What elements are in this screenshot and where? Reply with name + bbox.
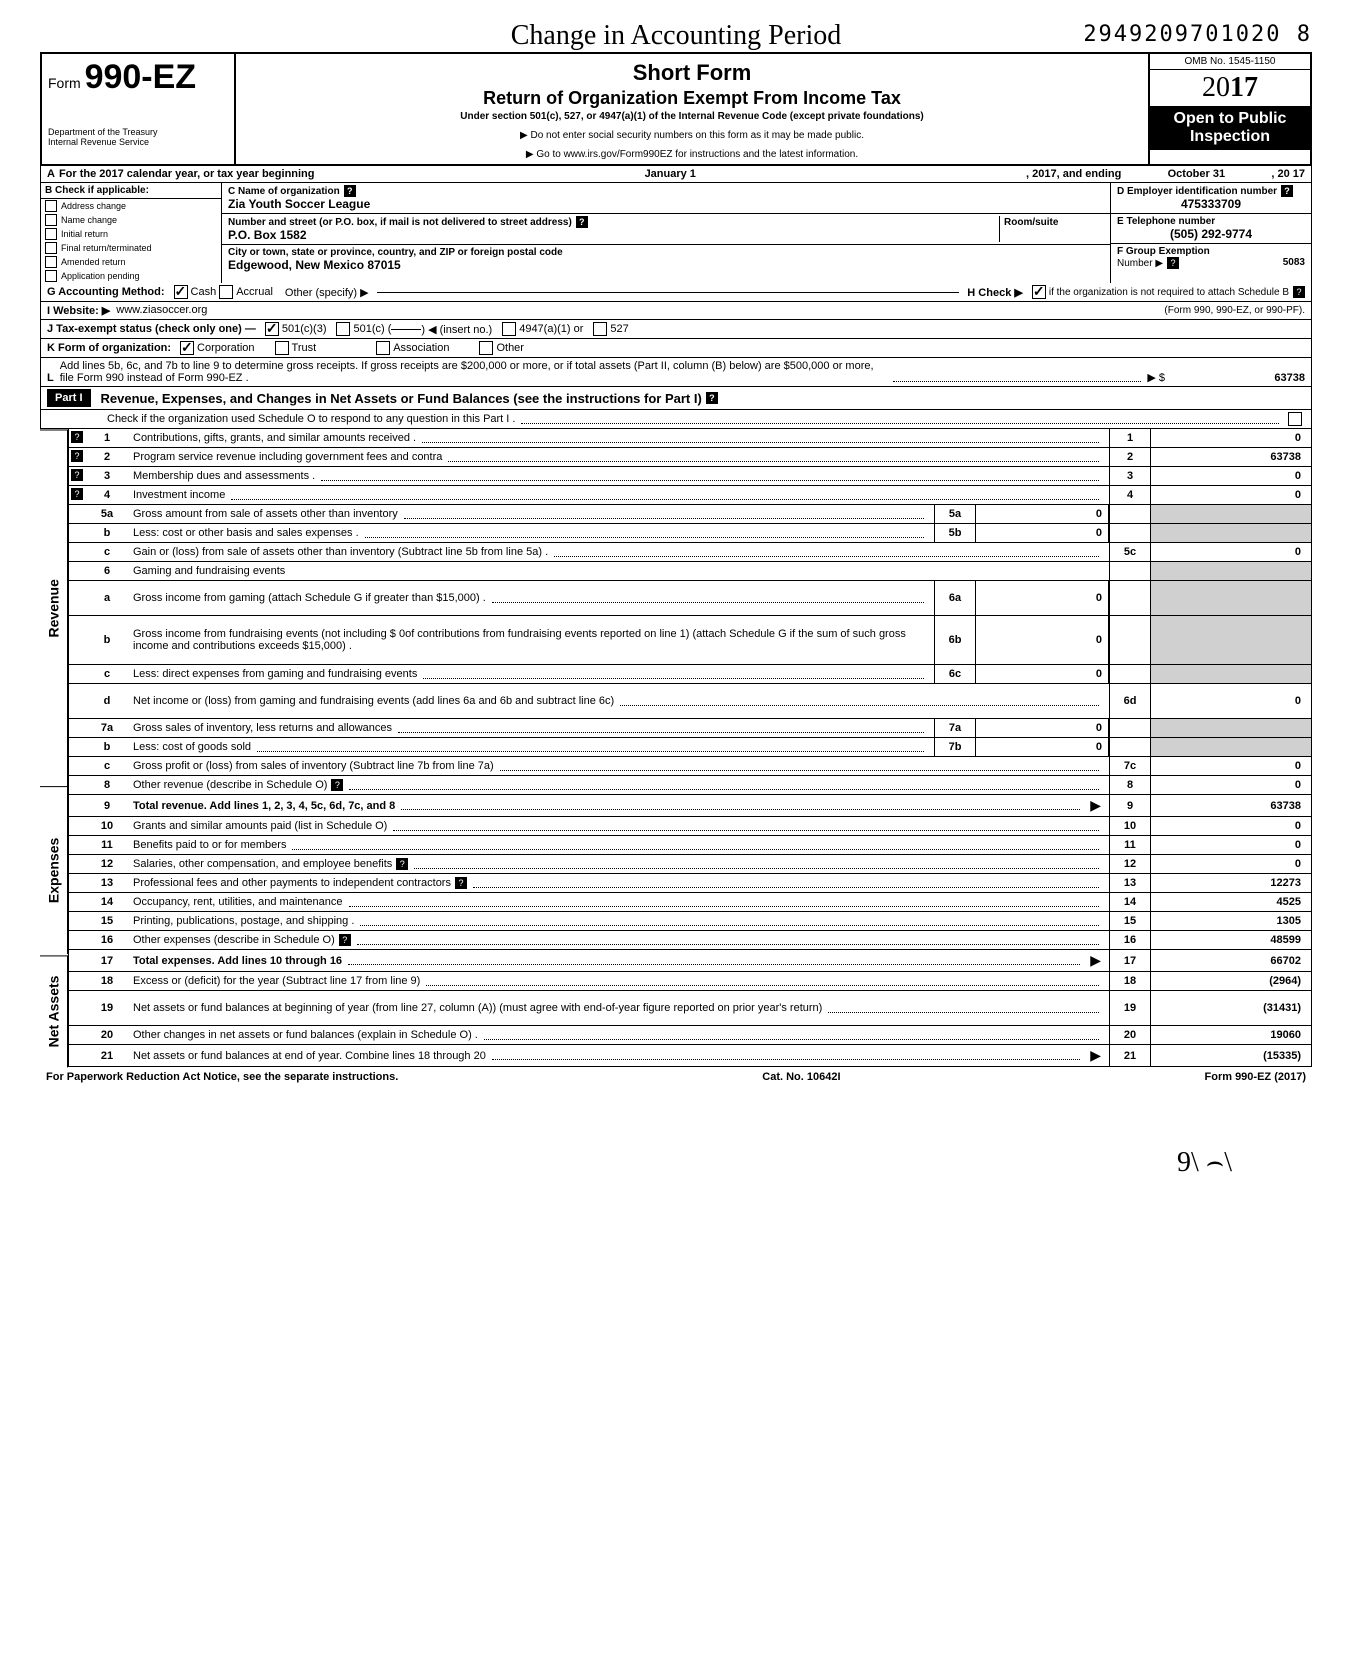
chk-cash[interactable] — [174, 285, 188, 299]
org-name: Zia Youth Soccer League — [228, 197, 370, 211]
line-a: A For the 2017 calendar year, or tax yea… — [40, 166, 1312, 183]
row-17: 17Total expenses. Add lines 10 through 1… — [69, 950, 1311, 972]
org-info-block: B Check if applicable: Address change Na… — [40, 183, 1312, 283]
row-5b: bLess: cost or other basis and sales exp… — [69, 524, 1311, 543]
row-12: 12Salaries, other compensation, and empl… — [69, 855, 1311, 874]
chk-527[interactable] — [593, 322, 607, 336]
line-k: K Form of organization: Corporation Trus… — [40, 339, 1312, 358]
chk-501c[interactable] — [336, 322, 350, 336]
chk-corporation[interactable] — [180, 341, 194, 355]
row-8: 8Other revenue (describe in Schedule O)?… — [69, 776, 1311, 795]
subtitle: Under section 501(c), 527, or 4947(a)(1)… — [240, 111, 1144, 122]
label-org-name: C Name of organization? — [228, 185, 356, 197]
chk-schedule-o[interactable] — [1288, 412, 1302, 426]
chk-initial-return[interactable]: Initial return — [41, 227, 221, 241]
website: www.ziasoccer.org — [116, 304, 207, 317]
phone-cell: E Telephone number (505) 292-9774 — [1111, 214, 1311, 244]
part-1-check: Check if the organization used Schedule … — [40, 410, 1312, 429]
city-state-zip: Edgewood, New Mexico 87015 — [228, 258, 401, 272]
chk-accrual[interactable] — [219, 285, 233, 299]
short-form-title: Short Form — [240, 60, 1144, 86]
side-revenue: Revenue — [40, 429, 68, 786]
chk-application-pending[interactable]: Application pending — [41, 269, 221, 283]
street-address: P.O. Box 1582 — [228, 228, 999, 242]
tax-year: 2017 — [1150, 70, 1310, 106]
footer-right: Form 990-EZ (2017) — [1205, 1071, 1307, 1083]
row-20: 20Other changes in net assets or fund ba… — [69, 1026, 1311, 1045]
side-expenses: Expenses — [40, 786, 68, 954]
line-l: L Add lines 5b, 6c, and 7b to line 9 to … — [40, 358, 1312, 387]
handwritten-bottom: 9\ ⌢\ — [40, 1147, 1232, 1179]
line-i-j: I Website: ▶ www.ziasoccer.org (Form 990… — [40, 302, 1312, 320]
chk-other-org[interactable] — [479, 341, 493, 355]
chk-trust[interactable] — [275, 341, 289, 355]
form-header: Form 990-EZ Department of the Treasury I… — [40, 52, 1312, 166]
row-10: 10Grants and similar amounts paid (list … — [69, 817, 1311, 836]
row-1: ?1Contributions, gifts, grants, and simi… — [69, 429, 1311, 448]
chk-address-change[interactable]: Address change — [41, 199, 221, 213]
dept-treasury: Department of the Treasury Internal Reve… — [48, 127, 228, 147]
row-6d: dNet income or (loss) from gaming and fu… — [69, 684, 1311, 719]
row-19: 19Net assets or fund balances at beginni… — [69, 991, 1311, 1026]
group-exemption-cell: F Group Exemption Number ▶? 5083 — [1111, 244, 1311, 271]
row-7a: 7aGross sales of inventory, less returns… — [69, 719, 1311, 738]
label-street: Number and street (or P.O. box, if mail … — [228, 216, 999, 228]
row-11: 11Benefits paid to or for members110 — [69, 836, 1311, 855]
row-4: ?4Investment income40 — [69, 486, 1311, 505]
line-g-h: G Accounting Method: Cash Accrual Other … — [40, 283, 1312, 302]
row-6: 6Gaming and fundraising events — [69, 562, 1311, 581]
note-ssn: ▶ Do not enter social security numbers o… — [240, 130, 1144, 141]
label-room: Room/suite — [1004, 217, 1058, 228]
chk-association[interactable] — [376, 341, 390, 355]
row-14: 14Occupancy, rent, utilities, and mainte… — [69, 893, 1311, 912]
omb-number: OMB No. 1545-1150 — [1150, 54, 1310, 70]
note-url: ▶ Go to www.irs.gov/Form990EZ for instru… — [240, 149, 1144, 160]
row-2: ?2Program service revenue including gove… — [69, 448, 1311, 467]
open-public: Open to Public Inspection — [1150, 106, 1310, 150]
row-13: 13Professional fees and other payments t… — [69, 874, 1311, 893]
row-6b: bGross income from fundraising events (n… — [69, 616, 1311, 665]
chk-name-change[interactable]: Name change — [41, 213, 221, 227]
chk-final-return[interactable]: Final return/terminated — [41, 241, 221, 255]
main-title: Return of Organization Exempt From Incom… — [240, 88, 1144, 109]
ein-cell: D Employer identification number? 475333… — [1111, 183, 1311, 214]
row-5a: 5aGross amount from sale of assets other… — [69, 505, 1311, 524]
row-15: 15Printing, publications, postage, and s… — [69, 912, 1311, 931]
chk-sched-b[interactable] — [1032, 285, 1046, 299]
row-16: 16Other expenses (describe in Schedule O… — [69, 931, 1311, 950]
side-net-assets: Net Assets — [40, 955, 68, 1067]
chk-501c3[interactable] — [265, 322, 279, 336]
row-18: 18Excess or (deficit) for the year (Subt… — [69, 972, 1311, 991]
footer-left: For Paperwork Reduction Act Notice, see … — [46, 1071, 398, 1083]
row-6a: aGross income from gaming (attach Schedu… — [69, 581, 1311, 616]
footer-mid: Cat. No. 10642I — [762, 1071, 840, 1083]
main-table: Revenue Expenses Net Assets ?1Contributi… — [40, 429, 1312, 1067]
row-21: 21Net assets or fund balances at end of … — [69, 1045, 1311, 1066]
row-3: ?3Membership dues and assessments .30 — [69, 467, 1311, 486]
row-6c: cLess: direct expenses from gaming and f… — [69, 665, 1311, 684]
form-number: Form 990-EZ — [48, 58, 228, 97]
footer: For Paperwork Reduction Act Notice, see … — [40, 1067, 1312, 1087]
chk-4947[interactable] — [502, 322, 516, 336]
row-9: 9Total revenue. Add lines 1, 2, 3, 4, 5c… — [69, 795, 1311, 817]
row-7c: cGross profit or (loss) from sales of in… — [69, 757, 1311, 776]
section-b-header: B Check if applicable: — [41, 183, 221, 199]
line-j: J Tax-exempt status (check only one) — 5… — [40, 320, 1312, 339]
row-5c: cGain or (loss) from sale of assets othe… — [69, 543, 1311, 562]
chk-amended-return[interactable]: Amended return — [41, 255, 221, 269]
row-7b: bLess: cost of goods sold7b0 — [69, 738, 1311, 757]
part-1-header: Part I Revenue, Expenses, and Changes in… — [40, 387, 1312, 410]
label-city: City or town, state or province, country… — [228, 247, 563, 258]
